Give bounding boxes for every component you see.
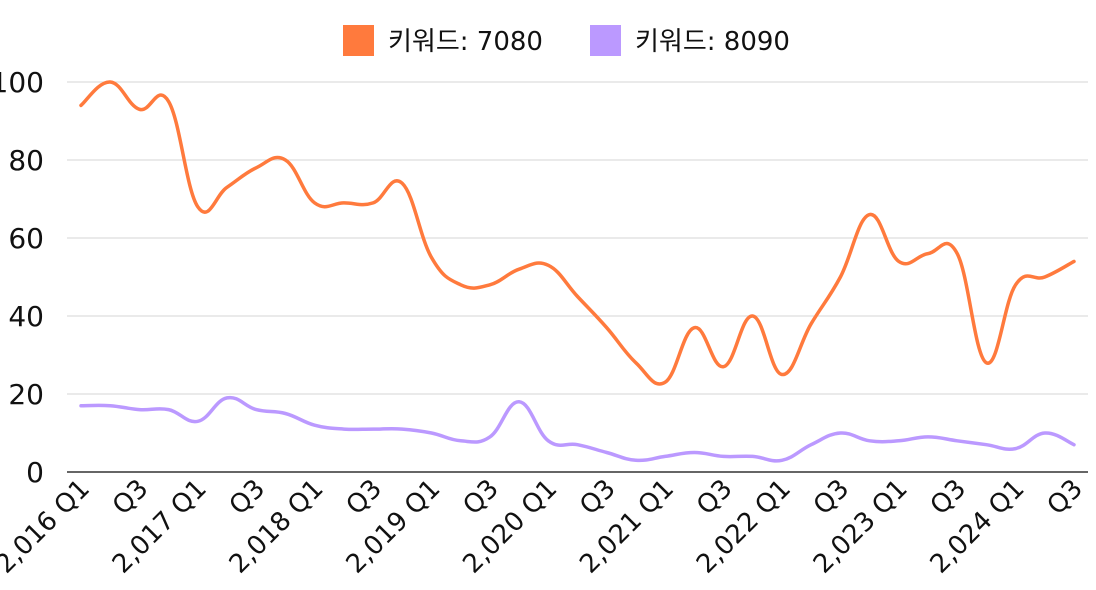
legend: 키워드: 7080 키워드: 8090 bbox=[343, 25, 790, 57]
series-lines bbox=[79, 80, 1076, 463]
x-tick-label: Q3 bbox=[107, 474, 154, 521]
grid-lines bbox=[67, 81, 1088, 395]
y-tick-label: 20 bbox=[8, 378, 44, 411]
y-axis-ticks: 0 20 40 60 80 100 bbox=[0, 66, 44, 489]
y-tick-label: 60 bbox=[8, 222, 44, 255]
series-line-1 bbox=[79, 395, 1076, 463]
x-axis-ticks: 2,016 Q1 Q32,017 Q1 Q32,018 Q1 Q32,019 Q1 Q3… bbox=[0, 474, 1089, 580]
legend-label: 키워드: 7080 bbox=[388, 27, 543, 57]
y-tick-label: 80 bbox=[8, 144, 44, 177]
x-tick-label: Q3 bbox=[691, 474, 738, 521]
legend-swatch bbox=[343, 25, 374, 56]
x-tick-label: Q3 bbox=[925, 474, 972, 521]
y-tick-label: 0 bbox=[26, 456, 44, 489]
series-line-0 bbox=[79, 80, 1076, 386]
x-tick-label: Q3 bbox=[457, 474, 504, 521]
x-tick-label: Q3 bbox=[341, 474, 388, 521]
legend-label: 키워드: 8090 bbox=[635, 27, 790, 57]
x-tick-label: Q3 bbox=[808, 474, 855, 521]
legend-swatch bbox=[590, 25, 621, 56]
x-tick-label: Q3 bbox=[574, 474, 621, 521]
y-tick-label: 40 bbox=[8, 300, 44, 333]
x-tick-label: 2,016 Q1 bbox=[0, 474, 96, 580]
y-tick-label: 100 bbox=[0, 66, 44, 99]
x-tick-label: Q3 bbox=[224, 474, 271, 521]
x-tick-label: Q3 bbox=[1042, 474, 1089, 521]
